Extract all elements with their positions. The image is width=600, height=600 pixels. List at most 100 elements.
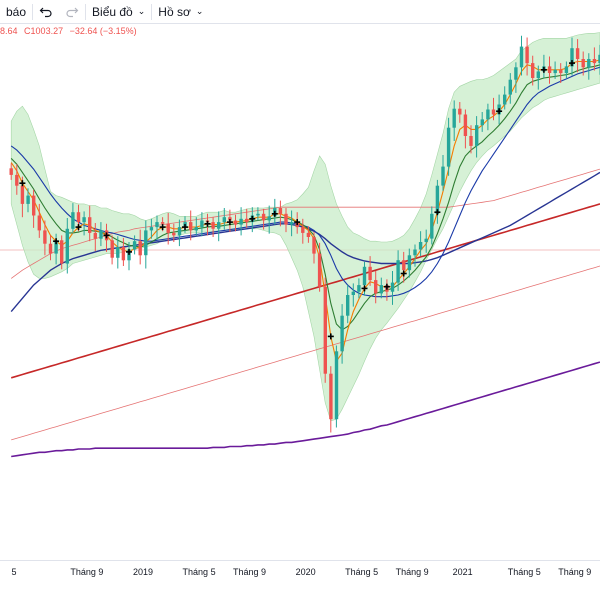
candle-body (480, 119, 484, 126)
candle-body (228, 217, 232, 221)
crossover-marker (383, 283, 390, 290)
candlestick (312, 232, 316, 264)
candlestick (217, 211, 221, 242)
ma-red-line (10, 203, 600, 379)
candle-body (132, 241, 137, 250)
crossover-marker (434, 209, 441, 216)
candlestick (110, 235, 114, 265)
candlestick (581, 51, 585, 76)
candlestick (424, 229, 428, 253)
candlestick (547, 56, 552, 84)
candlestick (26, 188, 30, 213)
candle-body (503, 94, 507, 105)
candlestick (491, 97, 496, 121)
chevron-down-icon: ⌄ (195, 6, 204, 16)
candlestick (93, 223, 97, 252)
candle-body (458, 108, 462, 115)
ma-salmon-lower-line (11, 265, 600, 441)
chart-toolbar: báo Biểu đồ ⌄ Hồ sơ ⌄ (0, 0, 600, 24)
candlestick (239, 207, 243, 236)
candlestick (32, 189, 36, 228)
candle-body (379, 285, 383, 294)
candle-body (239, 218, 243, 225)
candlestick (418, 231, 423, 257)
ohlc-open-value: 8.64 (0, 26, 18, 36)
candlestick (598, 44, 600, 75)
candlestick (396, 250, 400, 291)
candle-body (508, 79, 512, 95)
candlestick (430, 206, 434, 245)
alert-menu-label: báo (6, 4, 27, 19)
candle-body (413, 249, 417, 256)
candle-body (463, 114, 468, 136)
candlestick (233, 214, 238, 232)
candlestick (340, 304, 344, 364)
candlestick (256, 207, 260, 221)
candle-body (570, 48, 574, 67)
candlestick (177, 219, 182, 247)
candle-body (390, 282, 395, 292)
profile-menu[interactable]: Hồ sơ ⌄ (152, 0, 209, 24)
candle-body (20, 185, 25, 204)
candle-body (368, 266, 372, 281)
candle-body (564, 66, 569, 73)
ohlc-change-value: −32.64 (−3.15%) (69, 26, 137, 36)
redo-button[interactable] (59, 0, 85, 24)
candlestick (138, 229, 142, 265)
candlestick (531, 55, 535, 86)
candlestick (368, 256, 372, 286)
candlestick (519, 35, 524, 76)
crossover-marker (249, 215, 256, 222)
candle-body (211, 222, 215, 229)
candlesticks (9, 35, 600, 433)
candle-body (346, 295, 350, 316)
x-tick-label: Tháng 9 (233, 567, 267, 577)
alert-menu[interactable]: báo (0, 0, 32, 24)
candlestick (245, 208, 249, 228)
candlestick (15, 164, 19, 195)
crossover-marker (182, 224, 188, 231)
candle-body (15, 174, 19, 186)
candlestick (116, 236, 120, 269)
crossover-marker (226, 219, 233, 226)
x-tick-label: Tháng 5 (345, 567, 379, 577)
candle-body (233, 220, 238, 225)
candlestick (289, 210, 294, 237)
candlestick (553, 61, 557, 79)
candlestick (301, 218, 305, 244)
crossover-marker (361, 285, 368, 292)
ohlc-legend: 8.64 C1003.27 −32.64 (−3.15%) (0, 26, 141, 36)
crossover-marker (327, 333, 334, 340)
candle-body (301, 227, 305, 233)
candlestick (441, 155, 445, 191)
x-tick-label: Tháng 9 (558, 567, 592, 577)
candle-body (166, 223, 170, 233)
candle-body (396, 260, 400, 283)
candle-body (418, 242, 423, 250)
chart-menu[interactable]: Biểu đồ ⌄ (86, 0, 151, 24)
candle-body (317, 253, 322, 287)
candlestick (435, 179, 440, 224)
candlestick (306, 226, 311, 243)
crossover-marker (126, 248, 132, 255)
candlestick (37, 203, 41, 238)
candlestick (503, 86, 507, 110)
undo-button[interactable] (33, 0, 59, 24)
crossover-marker (540, 66, 547, 73)
chevron-down-icon: ⌄ (137, 6, 146, 16)
candlestick (407, 248, 412, 278)
crossover-marker (569, 60, 575, 67)
candlestick (575, 39, 580, 73)
candle-body (278, 208, 283, 214)
x-tick-label: 5 (11, 567, 17, 577)
candlestick (82, 211, 86, 236)
candle-body (9, 168, 13, 175)
time-axis[interactable]: 5 Tháng 9 2019 Tháng 5 Tháng 9 2020 Tháng 5 Thá… (0, 560, 600, 600)
candle-body (559, 69, 563, 74)
candlestick (452, 100, 456, 141)
candlestick (71, 203, 75, 234)
candlestick (278, 200, 283, 227)
candle-body (76, 212, 81, 223)
candle-body (334, 351, 339, 420)
